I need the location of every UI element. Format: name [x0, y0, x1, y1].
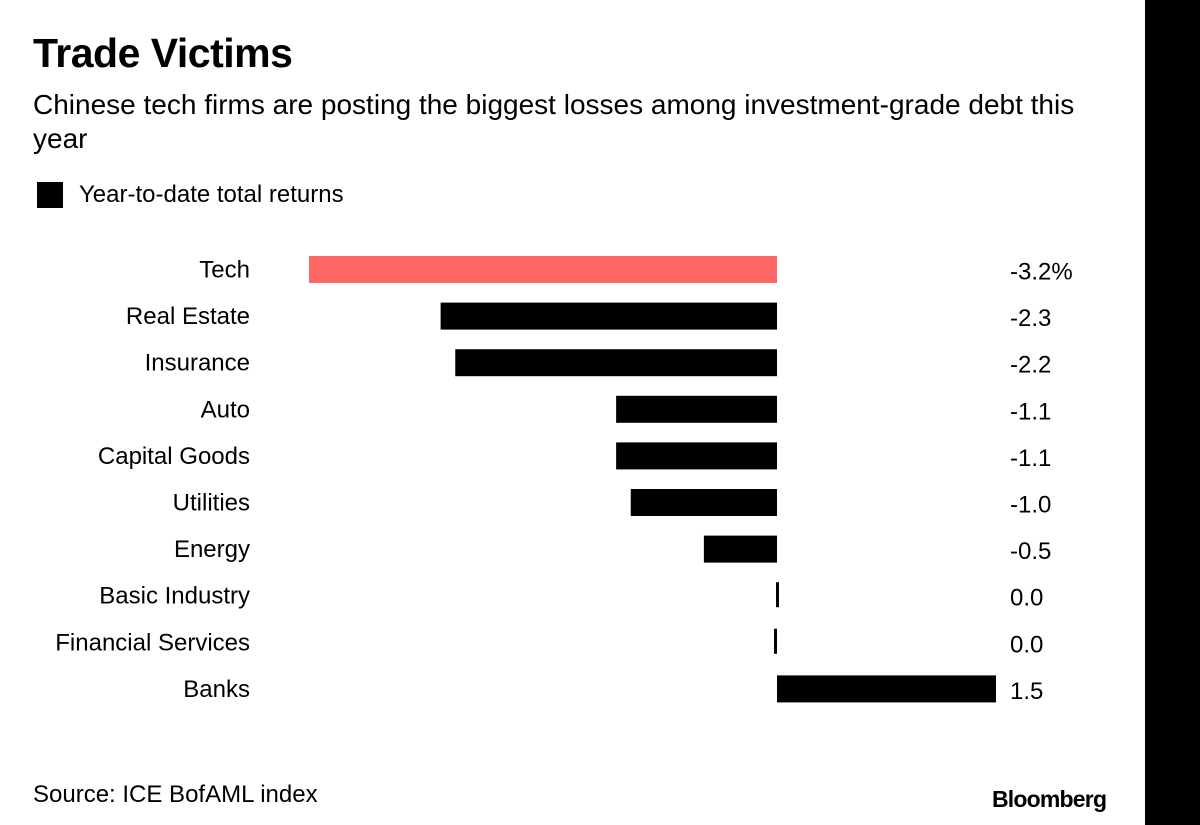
bar-banks [777, 675, 996, 703]
chart-title: Trade Victims [33, 30, 293, 76]
value-label-auto: -1.1 [1010, 398, 1051, 425]
legend: Year-to-date total returns [37, 180, 344, 210]
bar-insurance [455, 349, 777, 377]
category-label-auto: Auto [201, 396, 250, 423]
bar-utilities [630, 489, 777, 516]
value-label-energy: -0.5 [1010, 538, 1051, 565]
category-label-financial-services: Financial Services [55, 629, 250, 656]
bar-capital-goods [616, 442, 777, 470]
category-label-banks: Banks [183, 676, 250, 703]
source-note: Source: ICE BofAML index [33, 781, 318, 808]
value-labels: -3.2% -2.3 -2.2 -1.1 -1.1 -1.0 -0.5 0.0 0.0 1.5 [1010, 259, 1073, 705]
bar-tech [309, 256, 777, 283]
category-labels: Tech Real Estate Insurance Auto Capital Good… [55, 257, 250, 703]
category-label-capital-goods: Capital Goods [98, 443, 250, 470]
category-label-tech: Tech [199, 257, 250, 284]
bloomberg-logo: Bloomberg [992, 786, 1107, 812]
bar-auto [616, 395, 777, 423]
value-label-financial-services: 0.0 [1010, 631, 1043, 658]
value-label-tech: -3.2% [1010, 259, 1073, 286]
legend-label: Year-to-date total returns [79, 181, 344, 208]
value-label-utilities: -1.0 [1010, 492, 1051, 519]
bar-group [309, 256, 996, 703]
value-label-real-estate: -2.3 [1010, 305, 1051, 332]
category-label-real-estate: Real Estate [126, 303, 250, 330]
bar-energy [703, 535, 777, 563]
value-label-banks: 1.5 [1010, 678, 1043, 705]
legend-swatch [37, 182, 63, 208]
bar-basic-industry [776, 582, 779, 608]
value-label-capital-goods: -1.1 [1010, 445, 1051, 472]
chart-card: Trade Victims Chinese tech firms are pos… [0, 0, 1145, 825]
value-label-insurance: -2.2 [1010, 352, 1051, 379]
category-label-utilities: Utilities [173, 490, 250, 517]
category-label-energy: Energy [174, 536, 250, 563]
bar-real-estate [440, 302, 777, 330]
bar-financial-services [774, 628, 777, 654]
chart-subtitle: Chinese tech firms are posting the bigge… [33, 89, 1075, 154]
category-label-insurance: Insurance [145, 350, 250, 377]
category-label-basic-industry: Basic Industry [99, 583, 250, 610]
bar-chart: Tech Real Estate Insurance Auto Capital Good… [55, 256, 1073, 705]
value-label-basic-industry: 0.0 [1010, 585, 1043, 612]
